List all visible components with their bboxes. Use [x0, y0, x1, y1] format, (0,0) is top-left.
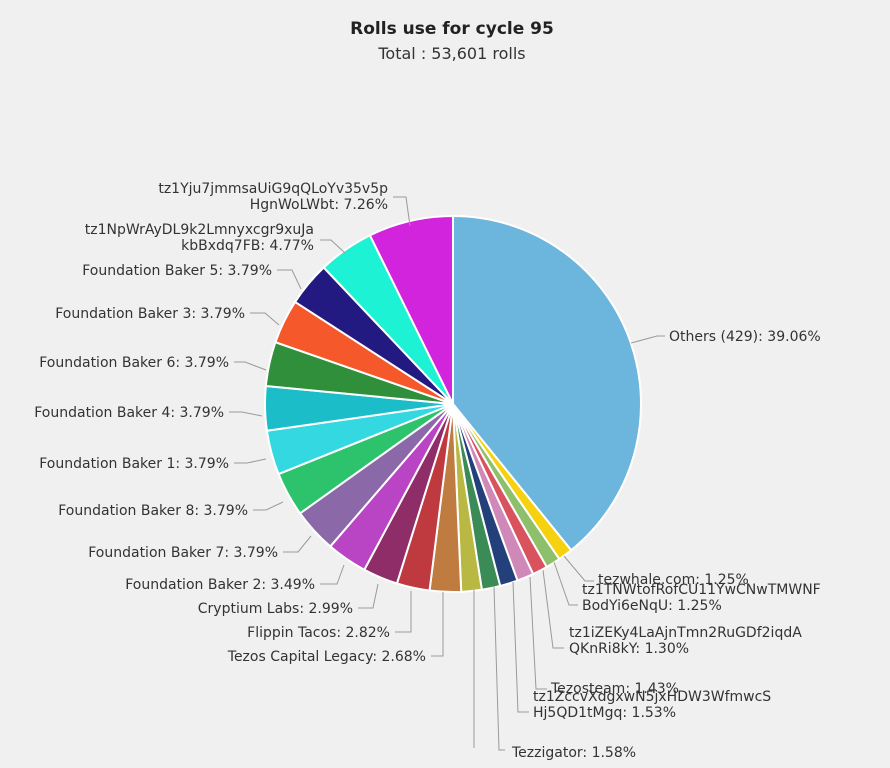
slice-data-label: Foundation Baker 5: 3.79% — [82, 263, 272, 279]
leader-line — [512, 581, 529, 713]
slice-data-label: tezwhale.com: 1.25% — [598, 572, 749, 588]
slice-data-label-line: tz1ZccvXdgxwN5jxHDW3WfmwcS — [533, 689, 771, 705]
leader-line — [529, 576, 547, 690]
slice-data-label: Others (429): 39.06% — [669, 329, 821, 345]
slice-data-label-line: QKnRi8kY: 1.30% — [569, 641, 689, 657]
leader-line — [393, 196, 411, 227]
pie-slice[interactable] — [452, 214, 642, 552]
slice-data-label-line: Foundation Baker 1: 3.79% — [39, 456, 229, 472]
slice-data-label-line: HgnWoLWbt: 7.26% — [250, 197, 388, 213]
pie-slices — [264, 214, 642, 593]
slice-data-label-line: Tezzigator: 1.58% — [511, 745, 636, 761]
leader-line — [320, 564, 345, 585]
slice-data-label-line: Tezosteam: 1.43% — [550, 681, 679, 697]
slice-data-label-line: Hj5QD1tMgq: 1.53% — [533, 705, 676, 721]
slice-data-label-line: Foundation Baker 5: 3.79% — [82, 263, 272, 279]
slice-data-label: tz1ZccvXdgxwN5jxHDW3WfmwcS Hj5QD1tMgq: 1.… — [533, 689, 771, 721]
leader-line — [431, 592, 444, 657]
slice-data-label-line: Foundation Baker 6: 3.79% — [39, 355, 229, 371]
leader-line — [563, 555, 594, 582]
slice-data-label: Foundation Baker 4: 3.79% — [34, 405, 224, 421]
slice-data-label-line: tz1TNWtofRofCU11YwCNwTMWNF — [582, 582, 821, 598]
leader-line — [229, 411, 263, 417]
slice-labels: Others (429): 39.06%tezwhale.com: 1.25%t… — [34, 181, 821, 761]
slice-data-label: Foundation Baker 3: 3.79% — [55, 306, 245, 322]
slice-data-label: tz1NpWrAyDL9k2Lmnyxcgr9xuJa kbBxdq7FB: 4.… — [85, 222, 314, 254]
leader-line — [358, 583, 379, 609]
leader-line — [253, 501, 284, 511]
slice-data-label: Foundation Baker 6: 3.79% — [39, 355, 229, 371]
slice-data-label: Foundation Baker 2: 3.49% — [125, 577, 315, 593]
slice-data-label-line: Tezos Capital Legacy: 2.68% — [227, 649, 426, 665]
slice-data-label: Foundation Baker 8: 3.79% — [58, 503, 248, 519]
chart-subtitle: Total : 53,601 rolls — [377, 44, 525, 63]
chart-title: Rolls use for cycle 95 — [350, 19, 554, 39]
slice-data-label: Tezosteam: 1.43% — [550, 681, 679, 697]
slice-data-label: tz1iZEKy4LaAjnTmn2RuGDf2iqdA QKnRi8kY: 1.… — [569, 625, 802, 657]
slice-data-label-line: Others (429): 39.06% — [669, 329, 821, 345]
slice-data-label-line: tz1Yju7jmmsaUiG9qQLoYv35v5p — [158, 181, 388, 197]
pie-slice[interactable] — [368, 214, 454, 405]
slice-data-label-line: Foundation Baker 8: 3.79% — [58, 503, 248, 519]
slice-data-label: tz1Yju7jmmsaUiG9qQLoYv35v5p HgnWoLWbt: 7.… — [158, 181, 388, 213]
leader-line — [234, 361, 267, 371]
slice-data-label-line: Foundation Baker 2: 3.49% — [125, 577, 315, 593]
leader-line — [542, 569, 564, 649]
slice-data-label-line: Cryptium Labs: 2.99% — [198, 601, 353, 617]
slice-data-label: Cryptium Labs: 2.99% — [198, 601, 353, 617]
leader-line — [553, 561, 578, 606]
slice-data-label-line: Foundation Baker 4: 3.79% — [34, 405, 224, 421]
leader-line — [234, 458, 267, 464]
slice-data-label: tz1TNWtofRofCU11YwCNwTMWNF BodYi6eNqU: 1.… — [582, 582, 821, 614]
slice-data-label-line: tezwhale.com: 1.25% — [598, 572, 749, 588]
slice-data-label: Foundation Baker 1: 3.79% — [39, 456, 229, 472]
slice-data-label: Foundation Baker 7: 3.79% — [88, 545, 278, 561]
slice-data-label-line: BodYi6eNqU: 1.25% — [582, 598, 722, 614]
leader-line — [283, 535, 312, 553]
slice-data-label-line: tz1iZEKy4LaAjnTmn2RuGDf2iqdA — [569, 625, 802, 641]
leader-line — [277, 269, 302, 290]
leader-line — [493, 585, 505, 751]
slice-data-label-line: Foundation Baker 3: 3.79% — [55, 306, 245, 322]
slice-data-label: Tezos Capital Legacy: 2.68% — [227, 649, 426, 665]
leader-line — [320, 239, 346, 254]
slice-data-label: Flippin Tacos: 2.82% — [247, 625, 390, 641]
leader-line — [395, 591, 412, 633]
slice-data-label: Tezzigator: 1.58% — [511, 745, 636, 761]
leader-line — [630, 335, 665, 344]
leader-lines — [229, 196, 665, 751]
slice-data-label-line: Flippin Tacos: 2.82% — [247, 625, 390, 641]
slice-data-label-line: kbBxdq7FB: 4.77% — [181, 238, 314, 254]
slice-data-label-line: Foundation Baker 7: 3.79% — [88, 545, 278, 561]
slice-data-label-line: tz1NpWrAyDL9k2Lmnyxcgr9xuJa — [85, 222, 314, 238]
leader-line — [250, 312, 280, 326]
